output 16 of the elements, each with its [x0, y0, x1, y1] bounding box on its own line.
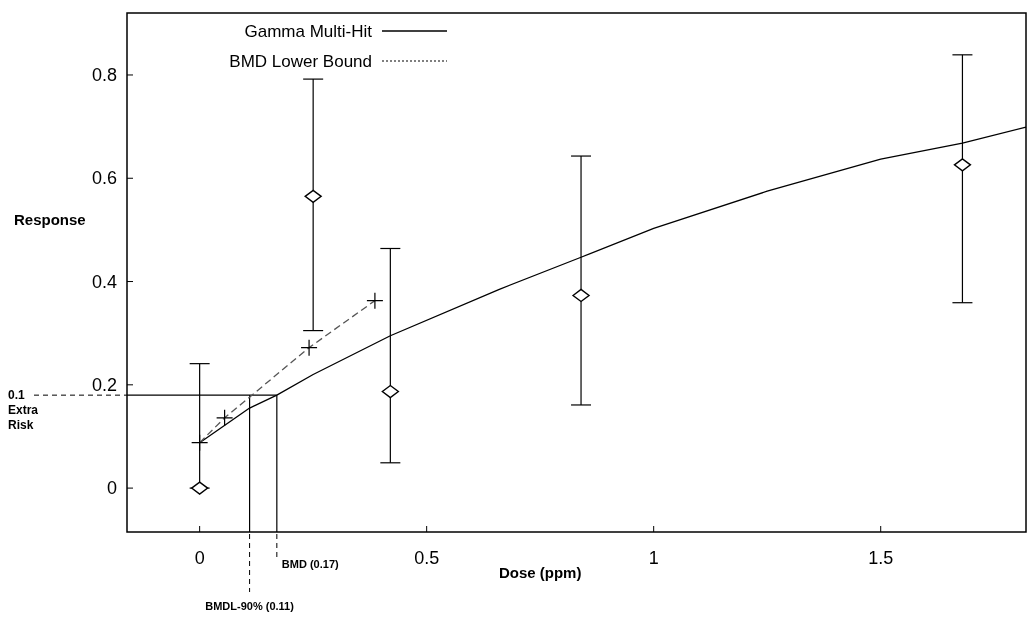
- legend-label: Gamma Multi-Hit: [244, 22, 373, 41]
- y-tick-label: 0.2: [91, 374, 117, 395]
- ref-line-label: BMDL-90% (0.11): [205, 600, 295, 612]
- y-tick-label: 0.8: [91, 64, 117, 85]
- x-axis-title: Dose (ppm): [498, 564, 582, 581]
- x-tick-label: 0.5: [414, 548, 440, 568]
- x-tick-label: 1: [648, 548, 659, 568]
- legend-label: BMD Lower Bound: [229, 52, 372, 71]
- x-tick-label: 1.5: [868, 548, 894, 568]
- ref-line-label: 0.1 Extra Risk: [8, 388, 39, 433]
- x-tick-label: 0: [194, 548, 205, 568]
- y-tick-label: 0.6: [91, 168, 117, 189]
- y-tick-label: 0: [106, 478, 117, 499]
- ref-line-label: BMD (0.17): [281, 558, 340, 570]
- y-tick-label: 0.4: [91, 271, 117, 292]
- y-axis-title: Response: [14, 210, 86, 228]
